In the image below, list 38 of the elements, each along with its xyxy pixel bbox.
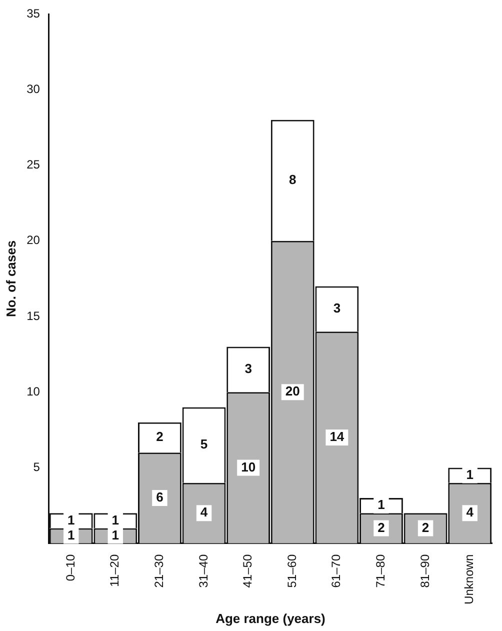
data-label: 4 [466,504,474,520]
data-label: 14 [330,429,345,444]
data-label: 4 [200,504,208,520]
y-tick-label: 20 [26,233,40,248]
x-tick-label: 11–20 [108,554,122,587]
y-tick-label: 15 [26,308,40,323]
data-label: 2 [422,520,430,535]
x-tick-label: 21–30 [152,554,166,588]
data-label: 1 [67,512,75,528]
data-label: 20 [285,384,300,399]
y-tick-label: 25 [26,158,40,172]
data-label: 3 [244,361,252,376]
data-label: 1 [466,466,474,482]
data-label: 8 [289,172,296,187]
y-tick-label: 10 [26,384,40,398]
y-axis-title: No. of cases [3,240,18,317]
data-label: 3 [333,300,341,316]
data-label: 2 [156,429,164,444]
data-label: 1 [378,497,385,512]
x-tick-label: Unknown [462,554,476,604]
x-tick-label: 61–70 [329,554,344,588]
data-label: 1 [112,527,120,542]
data-label: 10 [241,459,256,474]
data-label: 2 [378,520,385,535]
x-axis-title: Age range (years) [216,610,326,626]
data-label: 1 [67,527,75,542]
x-tick-label: 31–40 [196,554,210,588]
x-tick-label: 51–60 [284,554,299,588]
y-tick-label: 5 [33,460,40,474]
y-tick-label: 30 [26,82,40,96]
x-tick-label: 71–80 [374,554,388,588]
y-tick-label: 35 [26,6,40,20]
data-label: 6 [156,490,164,505]
x-tick-label: 81–90 [418,554,432,588]
data-label: 1 [112,512,120,528]
x-tick-label: 0–10 [63,554,78,582]
x-tick-label: 41–50 [240,554,255,588]
data-label: 5 [200,436,208,452]
